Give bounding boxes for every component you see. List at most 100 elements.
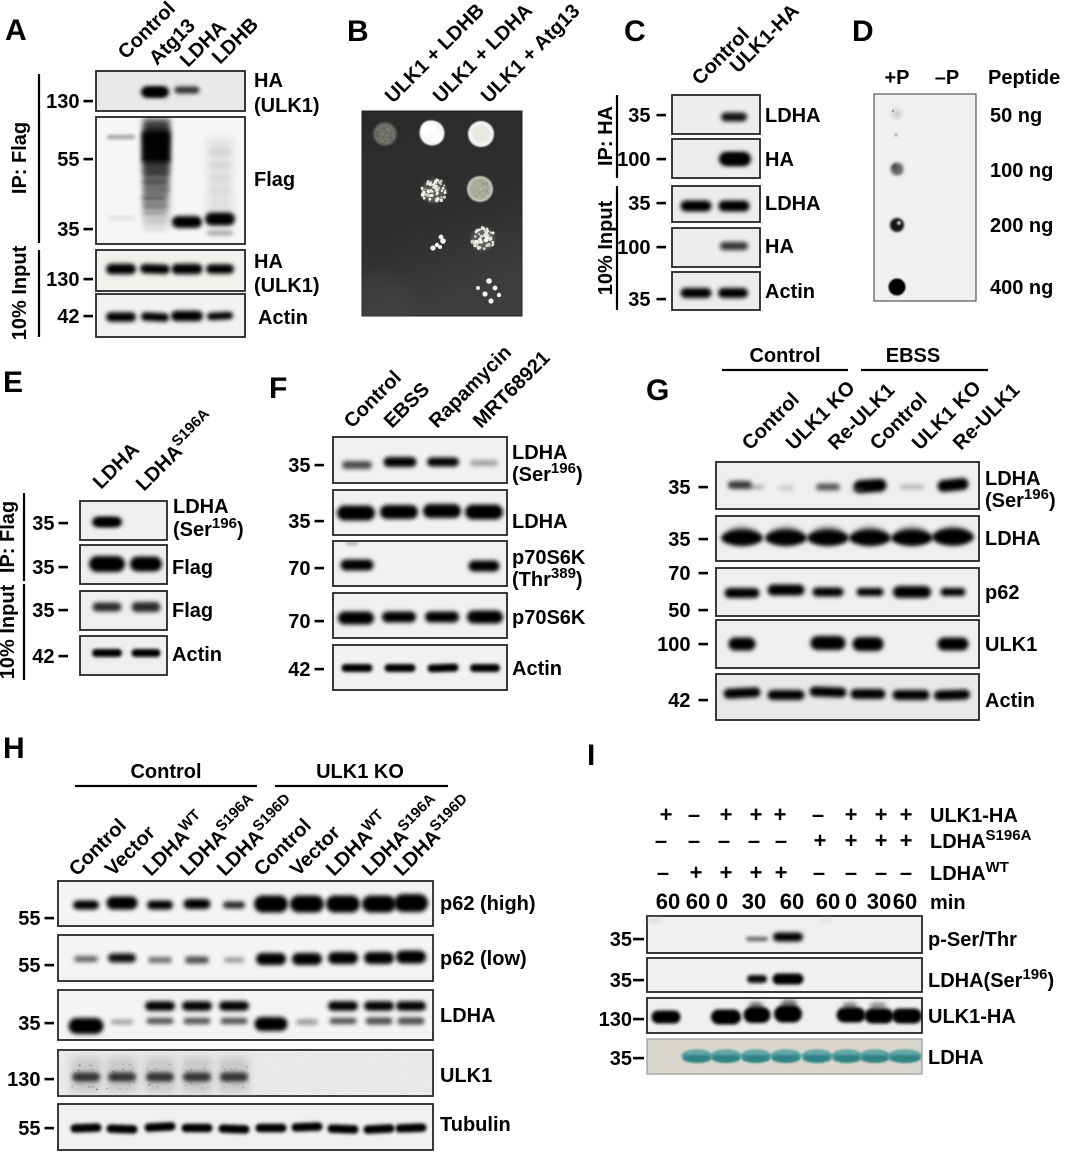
svg-text:+: + xyxy=(900,828,913,853)
svg-text:42: 42 xyxy=(57,306,79,328)
svg-text:42: 42 xyxy=(32,646,54,668)
svg-text:35: 35 xyxy=(32,513,54,535)
svg-text:(ULK1): (ULK1) xyxy=(254,275,320,297)
svg-text:D: D xyxy=(852,15,874,48)
svg-text:–P: –P xyxy=(935,67,959,89)
svg-text:ULK1-HA: ULK1-HA xyxy=(928,1006,1016,1028)
svg-text:Flag: Flag xyxy=(172,600,213,622)
svg-text:HA: HA xyxy=(765,236,794,258)
svg-text:Actin: Actin xyxy=(765,281,815,303)
svg-text:+: + xyxy=(720,860,733,885)
svg-text:100 ng: 100 ng xyxy=(990,160,1053,182)
svg-text:60: 60 xyxy=(656,889,680,914)
svg-text:LDHA: LDHA xyxy=(928,1047,984,1069)
svg-text:35: 35 xyxy=(18,1013,40,1035)
svg-text:A: A xyxy=(5,14,27,47)
svg-text:+: + xyxy=(814,828,827,853)
svg-text:0: 0 xyxy=(845,889,857,914)
svg-text:42: 42 xyxy=(668,690,690,712)
svg-text:p-Ser/Thr: p-Ser/Thr xyxy=(928,929,1017,951)
svg-text:Flag: Flag xyxy=(172,557,213,579)
svg-text:EBSS: EBSS xyxy=(886,345,940,367)
svg-text:LDHA: LDHA xyxy=(512,511,568,533)
svg-text:E: E xyxy=(3,366,23,399)
svg-text:–: – xyxy=(875,860,887,885)
svg-text:+: + xyxy=(774,802,787,827)
svg-text:LDHA: LDHA xyxy=(440,1005,496,1027)
svg-text:–: – xyxy=(688,802,700,827)
svg-text:35: 35 xyxy=(628,105,650,127)
svg-text:42: 42 xyxy=(288,659,310,681)
svg-text:–: – xyxy=(718,828,730,853)
svg-text:p62 (high): p62 (high) xyxy=(440,893,536,915)
svg-text:+: + xyxy=(845,802,858,827)
svg-text:Actin: Actin xyxy=(512,658,562,680)
svg-text:ULK1: ULK1 xyxy=(985,634,1037,656)
svg-text:Actin: Actin xyxy=(258,307,308,329)
svg-text:35: 35 xyxy=(57,219,79,241)
svg-text:Peptide: Peptide xyxy=(988,67,1060,89)
svg-text:35: 35 xyxy=(668,529,690,551)
svg-text:min: min xyxy=(930,892,966,914)
svg-text:50 ng: 50 ng xyxy=(990,105,1042,127)
svg-text:HA: HA xyxy=(765,149,794,171)
svg-text:200 ng: 200 ng xyxy=(990,215,1053,237)
svg-text:HA: HA xyxy=(254,70,283,92)
svg-text:+: + xyxy=(690,860,703,885)
svg-text:+: + xyxy=(750,860,763,885)
svg-text:IP: HA: IP: HA xyxy=(595,106,617,166)
svg-text:+: + xyxy=(845,828,858,853)
svg-text:+P: +P xyxy=(884,67,909,89)
svg-text:35: 35 xyxy=(610,970,632,992)
svg-text:LDHA: LDHA xyxy=(985,528,1041,550)
svg-text:HA: HA xyxy=(254,251,283,273)
svg-text:LDHA: LDHA xyxy=(765,105,821,127)
svg-text:+: + xyxy=(875,828,888,853)
svg-text:ULK1: ULK1 xyxy=(440,1065,492,1087)
svg-text:+: + xyxy=(775,860,788,885)
svg-text:Control: Control xyxy=(130,761,201,783)
svg-text:C: C xyxy=(624,15,646,48)
svg-text:35: 35 xyxy=(288,511,310,533)
svg-text:p62 (low): p62 (low) xyxy=(440,948,527,970)
svg-text:LDHA: LDHA xyxy=(512,442,568,464)
svg-text:I: I xyxy=(587,739,595,772)
svg-text:ULK1-HA: ULK1-HA xyxy=(930,805,1018,827)
svg-text:–: – xyxy=(688,828,700,853)
svg-text:p70S6K: p70S6K xyxy=(512,607,586,629)
svg-text:100: 100 xyxy=(657,634,690,656)
svg-text:10% Input: 10% Input xyxy=(595,200,617,295)
svg-text:B: B xyxy=(347,15,369,48)
svg-text:ULK1 KO: ULK1 KO xyxy=(316,761,404,783)
svg-text:130: 130 xyxy=(7,1069,40,1091)
svg-text:F: F xyxy=(269,372,287,405)
svg-text:LDHA: LDHA xyxy=(765,193,821,215)
svg-text:+: + xyxy=(875,802,888,827)
svg-text:–: – xyxy=(775,828,787,853)
svg-text:Control: Control xyxy=(749,345,820,367)
svg-text:G: G xyxy=(646,374,669,407)
svg-text:LDHA: LDHA xyxy=(173,496,229,518)
svg-text:10% Input: 10% Input xyxy=(0,584,19,679)
svg-text:35: 35 xyxy=(628,193,650,215)
svg-text:+: + xyxy=(660,802,673,827)
svg-text:35: 35 xyxy=(668,477,690,499)
svg-text:–: – xyxy=(845,860,857,885)
svg-text:35: 35 xyxy=(610,929,632,951)
svg-text:30: 30 xyxy=(867,889,891,914)
svg-text:70: 70 xyxy=(288,558,310,580)
svg-text:60: 60 xyxy=(780,889,804,914)
svg-text:Flag: Flag xyxy=(254,169,295,191)
svg-text:10% Input: 10% Input xyxy=(9,245,31,340)
svg-text:IP: Flag: IP: Flag xyxy=(0,501,19,573)
svg-text:–: – xyxy=(812,802,824,827)
svg-text:55: 55 xyxy=(18,908,40,930)
svg-text:60: 60 xyxy=(686,889,710,914)
svg-text:100: 100 xyxy=(617,149,650,171)
svg-text:100: 100 xyxy=(617,237,650,259)
svg-text:Actin: Actin xyxy=(985,690,1035,712)
svg-text:–: – xyxy=(748,828,760,853)
svg-text:70: 70 xyxy=(288,611,310,633)
svg-text:–: – xyxy=(813,860,825,885)
svg-text:+: + xyxy=(900,802,913,827)
